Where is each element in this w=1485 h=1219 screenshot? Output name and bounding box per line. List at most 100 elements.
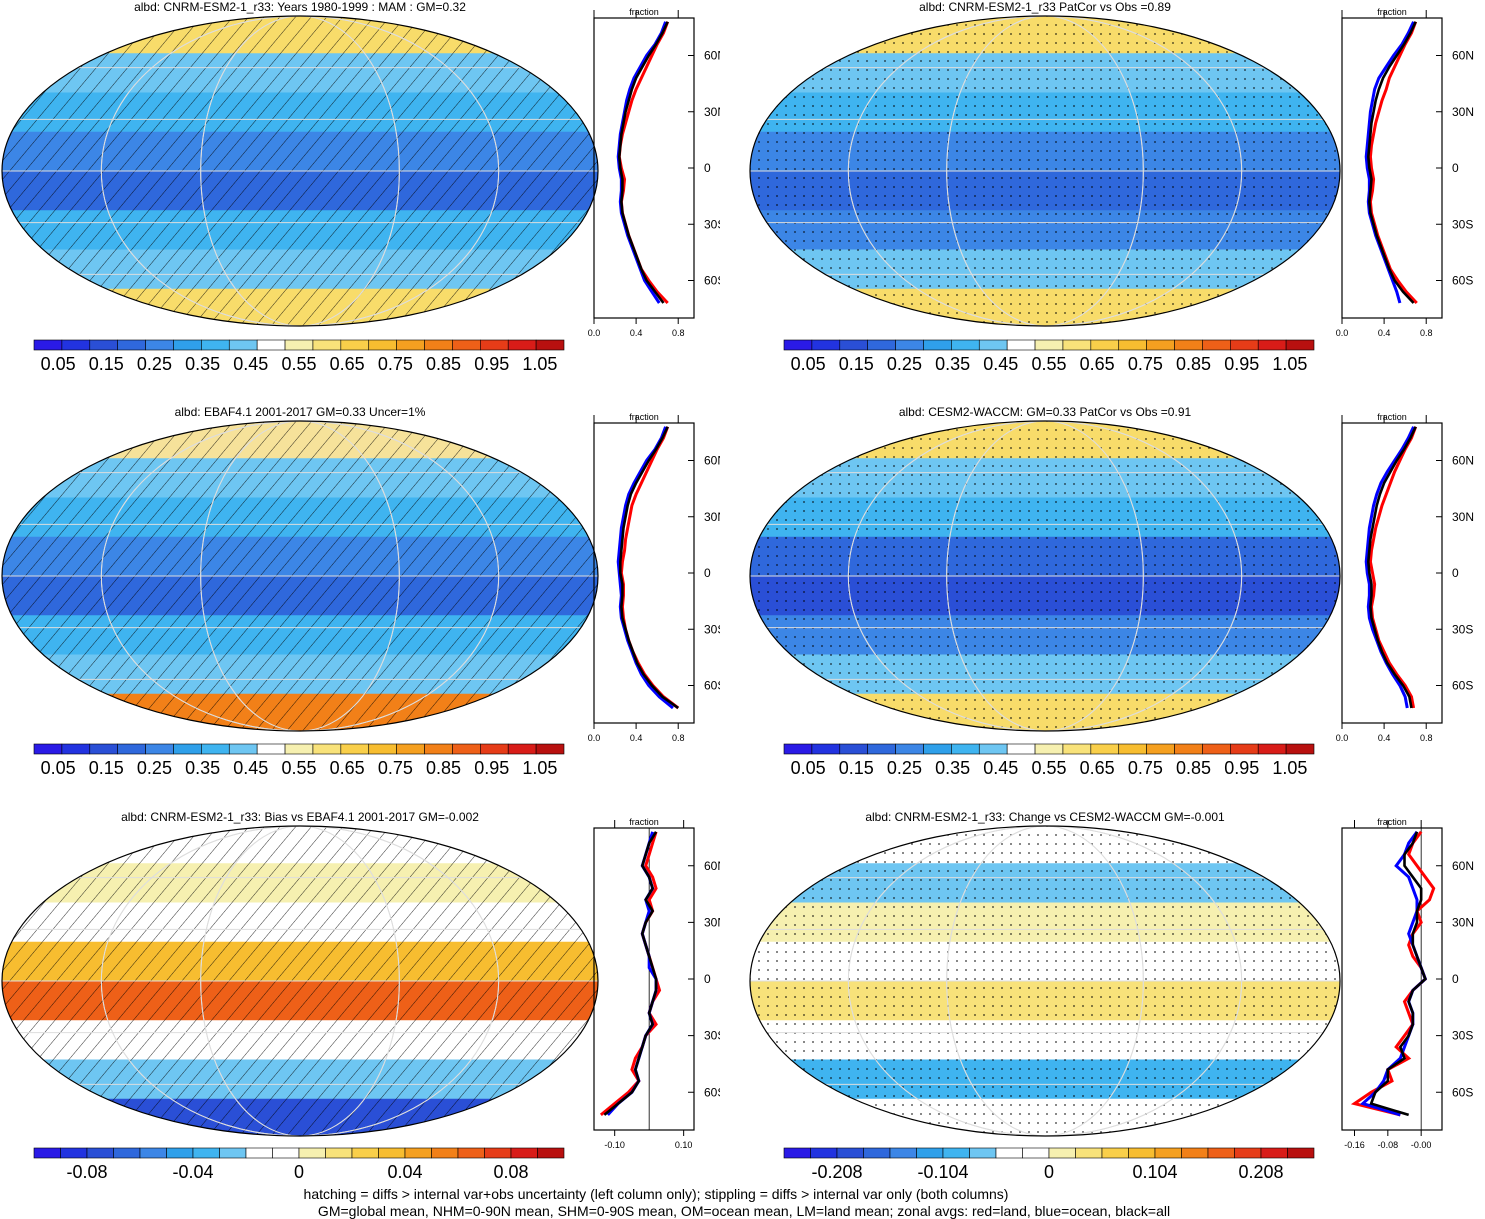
colorbar-swatch [113,1147,141,1159]
colorbar-swatch [431,1147,459,1159]
colorbar-swatch [1285,743,1315,755]
map-outline [1,825,599,1137]
zonal-profile-change: fraction -0.16 -0.08 -0.00 60N 30N 0 30S 60S [1341,817,1474,1150]
profile-ytick-label: 30S [704,1029,720,1043]
profile-xlabel: fraction [629,7,659,17]
colorbar-bias: -0.08 -0.04 0 0.04 0.08 [33,1147,565,1182]
colorbar-tick-label: 0.35 [935,758,970,778]
profile-ytick-label: 30N [704,510,720,524]
colorbar-tick-label: 1.05 [1272,354,1307,374]
longitude-line [100,421,500,731]
longitude-line [946,421,1144,731]
profile-line-ocean [616,426,674,710]
colorbar-tick-label: 0.104 [1132,1162,1177,1182]
map-model-corr [749,15,1341,327]
colorbar-tick-label: 1.05 [522,354,557,374]
colorbar-swatch [1146,743,1175,755]
colorbar-swatch [942,1147,970,1159]
colorbar-swatch [923,743,952,755]
colorbar-swatch [284,743,314,755]
zonal-profile-ref: fraction 0.0 0.4 0.8 60N 30N 0 30S 60S [1336,412,1474,743]
longitude-line [200,421,400,731]
colorbar-swatch [1048,1147,1076,1159]
colorbar-swatch [895,743,924,755]
colorbar-tick-label: 0.04 [387,1162,422,1182]
colorbar-tick-label: 0.15 [839,758,874,778]
map-ref [749,420,1341,732]
profile-line-land [599,831,662,1117]
profile-line-ocean [616,21,667,304]
colorbar-swatch [424,339,453,351]
colorbar-tick-label: 0.75 [378,758,413,778]
colorbar-swatch [978,743,1008,755]
longitude-line [847,16,1243,326]
profile-ytick-label: 60S [1452,679,1473,693]
profile-ytick-label: 0 [704,161,711,175]
profile-frame [1341,827,1443,1131]
profile-xtick-label: 0.0 [1336,733,1349,743]
colorbar-swatch [173,339,202,351]
colorbar-tick-label: 0.208 [1238,1162,1283,1182]
colorbar-swatch [1181,1147,1209,1159]
colorbar-tick-label: 0.45 [233,354,268,374]
colorbar-tick-label: -0.04 [172,1162,213,1182]
colorbar-swatch [510,1147,538,1159]
colorbar-swatch [810,1147,838,1159]
colorbar-swatch [298,1147,326,1159]
colorbar-swatch [1230,743,1259,755]
colorbar-swatch [117,339,146,351]
colorbar-tick-label: 0.65 [330,354,365,374]
colorbar-tick-label: 0.95 [1224,354,1259,374]
colorbar-tick-label: 0.35 [185,758,220,778]
colorbar-swatch [61,743,91,755]
map-outline [1,420,599,732]
colorbar-swatch [368,743,397,755]
colorbar-swatch [1090,743,1120,755]
profile-ytick-label: 0 [1452,161,1459,175]
profile-xtick-label: -0.16 [1344,1140,1365,1150]
colorbar-swatch [1202,339,1231,351]
colorbar-swatch [811,743,841,755]
colorbar-swatch [480,339,509,351]
colorbar-tick-label: 1.05 [1272,758,1307,778]
profile-ytick-label: 30S [704,217,720,231]
profile-ytick-label: 0 [1452,566,1459,580]
colorbar-swatch [867,339,896,351]
colorbar-tick-label: 0.85 [426,354,461,374]
colorbar-swatch [139,1147,167,1159]
colorbar-tick-label: 0.45 [983,758,1018,778]
colorbar-tick-label: -0.104 [917,1162,968,1182]
profile-xtick-label: 0.8 [672,328,685,338]
colorbar-swatch [192,1147,220,1159]
colorbar-swatch [368,339,397,351]
profile-xtick-label: -0.00 [1411,1140,1432,1150]
colorbar-tick-label: 0.95 [474,758,509,778]
colorbar-swatch [173,743,202,755]
profile-ytick-label: 30N [704,105,720,119]
profile-xtick-label: 0.10 [675,1140,693,1150]
colorbar-tick-label: 0.55 [1031,354,1066,374]
colorbar-swatch [89,339,118,351]
profile-xtick-label: 0.0 [588,328,601,338]
colorbar-swatch [783,1147,811,1159]
longitude-line [200,16,400,326]
profile-ytick-label: 0 [704,972,711,986]
profile-ytick-label: 0 [1452,972,1459,986]
colorbar-tick-label: 0.05 [41,354,76,374]
map-bias [1,825,599,1137]
colorbar-swatch [452,743,481,755]
colorbar-tick-label: 0.55 [281,758,316,778]
colorbar-tick-label: 0.45 [983,354,1018,374]
map-outline [749,15,1341,327]
colorbar-model: 0.05 0.15 0.25 0.35 0.45 0.55 0.65 0.75 0.85 0.95… [33,339,565,374]
profile-ytick-label: 60N [1452,454,1474,468]
colorbar-swatch [424,743,453,755]
colorbar-swatch [396,743,425,755]
profile-ytick-label: 30N [1452,915,1474,929]
longitude-line [200,826,400,1136]
colorbar-swatch [452,339,481,351]
colorbar-tick-label: 0.95 [1224,758,1259,778]
profile-xtick-label: 0.4 [630,328,643,338]
colorbar-tick-label: 0 [294,1162,304,1182]
panel-title-change: albd: CNRM-ESM2-1_r33: Change vs CESM2-W… [865,810,1225,824]
